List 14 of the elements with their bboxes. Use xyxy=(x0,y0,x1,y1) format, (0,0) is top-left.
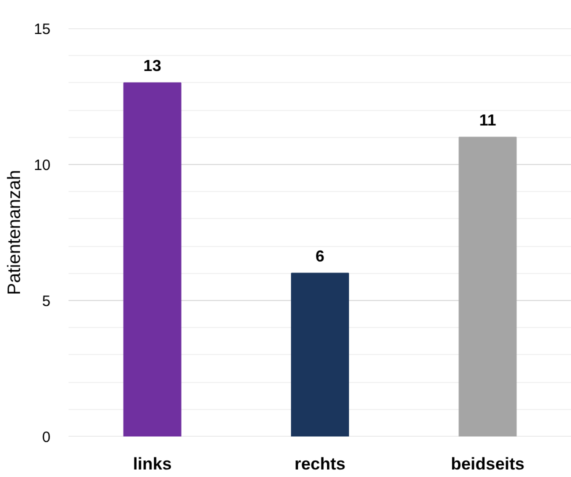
data-label: 13 xyxy=(143,58,162,75)
y-tick-label: 5 xyxy=(42,293,50,310)
data-label: 11 xyxy=(479,112,496,130)
data-label: 6 xyxy=(316,248,325,266)
bar xyxy=(123,82,182,436)
y-tick-label: 15 xyxy=(34,21,51,38)
y-tick-label: 0 xyxy=(42,429,50,446)
x-tick-label: beidseits xyxy=(450,454,525,474)
y-tick-label: 10 xyxy=(34,157,51,174)
x-tick-label: links xyxy=(132,454,172,474)
bar xyxy=(290,272,350,436)
x-tick-label: rechts xyxy=(294,454,346,474)
y-axis-title: Patientenanzah xyxy=(4,170,24,296)
bar xyxy=(458,136,517,436)
